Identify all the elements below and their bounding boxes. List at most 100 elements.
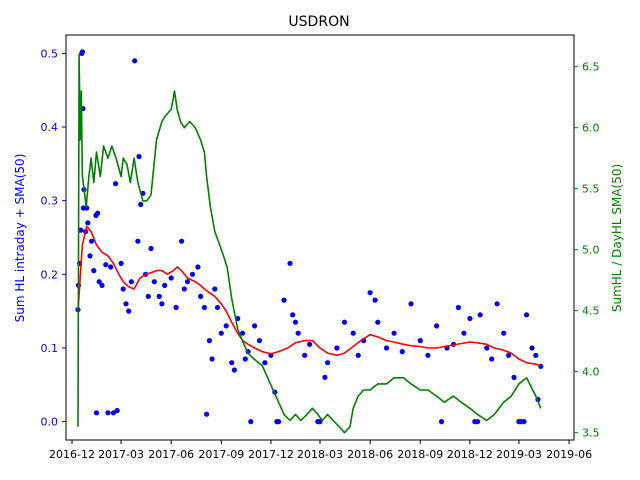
scatter-point xyxy=(135,238,141,244)
scatter-point xyxy=(425,352,431,358)
scatter-point xyxy=(281,297,287,303)
scatter-point xyxy=(501,330,507,336)
scatter-point xyxy=(434,323,440,329)
y-axis-right-tick-label: 4.0 xyxy=(582,366,600,379)
scatter-point xyxy=(494,301,500,307)
scatter-point xyxy=(506,352,512,358)
scatter-point xyxy=(391,330,397,336)
scatter-point xyxy=(489,356,495,362)
scatter-point xyxy=(524,312,530,318)
ratio-sma-line xyxy=(77,53,542,434)
scatter-point xyxy=(138,201,144,207)
scatter-point xyxy=(89,238,95,244)
scatter-point xyxy=(173,304,179,311)
scatter-point xyxy=(198,293,204,299)
scatter-point xyxy=(156,293,162,299)
scatter-point xyxy=(290,312,296,318)
scatter-point xyxy=(302,352,308,358)
scatter-point xyxy=(484,345,490,351)
x-axis-tick-label: 2018-03 xyxy=(297,448,343,461)
scatter-point xyxy=(529,345,535,351)
scatter-point xyxy=(95,210,101,216)
scatter-point xyxy=(85,220,91,226)
scatter-point xyxy=(372,297,378,303)
scatter-point xyxy=(78,227,84,233)
scatter-point xyxy=(162,282,168,288)
x-axis-tick-label: 2019-03 xyxy=(496,448,542,461)
scatter-point xyxy=(181,286,187,292)
scatter-point xyxy=(242,356,248,362)
scatter-point xyxy=(461,330,467,336)
x-axis-tick-label: 2016-12 xyxy=(49,448,95,461)
x-axis-tick-label: 2017-03 xyxy=(98,448,144,461)
scatter-point xyxy=(248,419,254,425)
scatter-point xyxy=(511,374,517,380)
scatter-point xyxy=(367,290,373,296)
scatter-point xyxy=(189,271,196,277)
scatter-point xyxy=(218,330,224,336)
x-axis-tick-label: 2017-12 xyxy=(248,448,294,461)
scatter-point xyxy=(118,260,124,266)
scatter-point xyxy=(322,374,328,380)
scatter-point xyxy=(128,279,134,285)
scatter-point xyxy=(105,410,111,416)
scatter-point xyxy=(145,293,151,299)
y-axis-left-label: Sum HL intraday + SMA(50) xyxy=(13,154,27,323)
y-axis-left-tick-label: 0.5 xyxy=(41,47,59,60)
scatter-point xyxy=(240,330,246,336)
scatter-point xyxy=(96,279,102,285)
y-axis-left-tick-label: 0.4 xyxy=(41,121,59,134)
scatter-point xyxy=(99,282,105,288)
scatter-point xyxy=(341,319,348,325)
scatter-point xyxy=(334,345,340,351)
scatter-point xyxy=(212,286,218,292)
scatter-point xyxy=(91,268,97,274)
x-axis-tick-label: 2019-06 xyxy=(546,448,592,461)
scatter-point xyxy=(355,352,361,358)
y-axis-right-tick-label: 6.5 xyxy=(582,61,600,74)
scatter-point xyxy=(123,301,129,307)
x-axis-tick-label: 2018-06 xyxy=(347,448,393,461)
scatter-point xyxy=(375,319,381,325)
scatter-point xyxy=(209,356,215,362)
scatter-point xyxy=(474,419,481,425)
scatter-point xyxy=(214,304,221,311)
scatter-point xyxy=(126,308,132,314)
plot-area xyxy=(75,49,544,434)
x-axis-tick-label: 2018-09 xyxy=(397,448,443,461)
scatter-point xyxy=(350,330,356,336)
y-axis-right-tick-label: 3.5 xyxy=(582,427,600,440)
y-axis-left-tick-label: 0.0 xyxy=(41,416,59,429)
scatter-point xyxy=(113,181,119,187)
scatter-point xyxy=(168,275,174,281)
y-axis-left-tick-label: 0.2 xyxy=(41,268,59,281)
y-axis-right-tick-label: 5.5 xyxy=(582,183,600,196)
sum-hl-sma-line xyxy=(77,225,542,367)
scatter-point xyxy=(114,407,120,414)
scatter-point xyxy=(201,304,207,311)
y-axis-right-tick-label: 4.5 xyxy=(582,305,600,318)
scatter-point xyxy=(287,260,293,266)
scatter-point xyxy=(521,419,527,425)
scatter-point xyxy=(93,410,100,416)
scatter-point xyxy=(383,345,390,351)
scatter-point xyxy=(110,410,116,416)
scatter-point xyxy=(325,360,331,366)
scatter-point xyxy=(136,153,142,160)
scatter-point xyxy=(417,338,423,344)
y-axis-right-tick-label: 6.0 xyxy=(582,122,600,135)
scatter-point xyxy=(206,338,212,344)
scatter-point xyxy=(79,49,85,55)
scatter-point xyxy=(408,301,414,307)
y-axis-left-tick-label: 0.1 xyxy=(41,342,59,355)
x-axis-tick-label: 2018-12 xyxy=(447,448,493,461)
scatter-point xyxy=(438,419,445,425)
scatter-point xyxy=(204,411,210,417)
scatter-point xyxy=(252,323,258,329)
scatter-point xyxy=(151,279,157,285)
scatter-point xyxy=(292,319,299,325)
scatter-point xyxy=(159,301,165,307)
scatter-point xyxy=(132,58,138,64)
scatter-point xyxy=(184,279,191,285)
